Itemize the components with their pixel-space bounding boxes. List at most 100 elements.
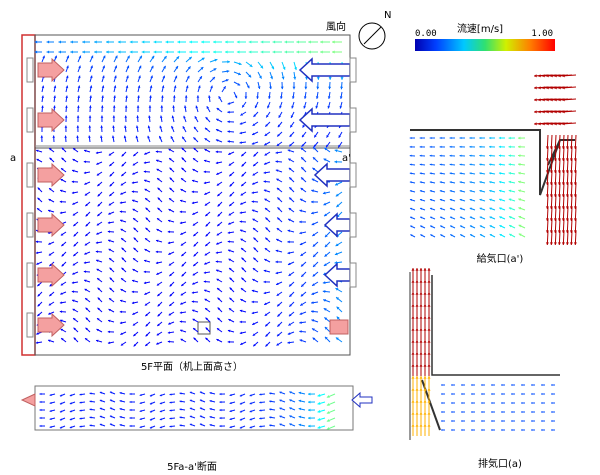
arrow-head bbox=[308, 40, 311, 43]
vector-arrow bbox=[323, 299, 330, 302]
vector-arrow bbox=[78, 56, 81, 62]
vector-arrow bbox=[311, 301, 318, 304]
vector-arrow bbox=[509, 163, 515, 166]
arrow-head bbox=[411, 280, 414, 283]
outlet-detail: 排気口(a) bbox=[410, 272, 560, 470]
vector-arrow bbox=[335, 149, 342, 152]
vector-arrow bbox=[60, 301, 66, 304]
vector-arrow bbox=[554, 135, 557, 149]
vector-arrow bbox=[96, 232, 102, 235]
vector-arrow bbox=[144, 292, 150, 295]
vector-arrow bbox=[551, 411, 555, 413]
vector-arrow bbox=[158, 188, 162, 192]
vector-arrow bbox=[38, 302, 42, 306]
vector-arrow bbox=[411, 400, 414, 412]
vector-arrow bbox=[252, 200, 258, 203]
vector-arrow bbox=[470, 217, 475, 219]
vector-arrow bbox=[189, 40, 198, 43]
vector-arrow bbox=[198, 76, 202, 82]
vector-arrow bbox=[217, 108, 222, 112]
arrow-head bbox=[204, 280, 206, 283]
arrow-head bbox=[60, 201, 62, 204]
vector-arrow bbox=[40, 393, 46, 395]
vector-arrow bbox=[490, 234, 495, 237]
vector-arrow bbox=[40, 425, 46, 427]
vector-arrow bbox=[240, 426, 245, 428]
arrow-head bbox=[469, 146, 471, 148]
vector-arrow bbox=[336, 338, 342, 342]
vector-arrow bbox=[311, 200, 318, 203]
arrow-head bbox=[511, 420, 512, 422]
vector-arrow bbox=[129, 417, 135, 419]
vector-arrow bbox=[450, 155, 455, 157]
vector-arrow bbox=[110, 172, 114, 176]
arrow-head bbox=[430, 155, 432, 157]
vector-arrow bbox=[460, 199, 465, 201]
vector-arrow bbox=[66, 76, 69, 82]
vector-arrow bbox=[84, 161, 90, 164]
vector-arrow bbox=[241, 192, 246, 195]
vector-arrow bbox=[450, 190, 455, 192]
vector-arrow bbox=[566, 219, 569, 233]
vector-arrow bbox=[190, 400, 195, 402]
vector-arrow bbox=[86, 318, 90, 322]
vector-arrow bbox=[65, 125, 68, 132]
vector-arrow bbox=[49, 292, 54, 296]
vector-arrow bbox=[269, 424, 275, 426]
vector-arrow bbox=[237, 50, 246, 53]
vector-arrow bbox=[200, 392, 205, 394]
arrow-head bbox=[227, 111, 229, 114]
vector-arrow bbox=[327, 418, 335, 422]
arrow-head bbox=[308, 425, 310, 428]
vector-arrow bbox=[173, 95, 176, 102]
vector-arrow bbox=[205, 128, 210, 132]
arrow-head bbox=[450, 163, 452, 165]
vector-arrow bbox=[440, 163, 445, 165]
vector-arrow bbox=[450, 208, 455, 210]
vector-arrow bbox=[150, 410, 155, 412]
vector-arrow bbox=[259, 425, 265, 427]
vector-arrow bbox=[264, 189, 270, 192]
vector-arrow bbox=[410, 172, 415, 174]
vector-arrow bbox=[66, 66, 69, 72]
arrow-head bbox=[84, 161, 86, 164]
vector-arrow bbox=[77, 105, 80, 112]
vector-arrow bbox=[415, 388, 418, 400]
vector-arrow bbox=[160, 418, 165, 420]
arrow-head bbox=[316, 87, 319, 90]
vector-arrow bbox=[276, 160, 282, 163]
arrow-head bbox=[156, 251, 158, 254]
vector-arrow bbox=[259, 393, 265, 395]
arrow-head bbox=[534, 86, 537, 89]
vector-arrow bbox=[574, 195, 577, 209]
vector-arrow bbox=[511, 420, 515, 422]
arrow-head bbox=[108, 331, 110, 334]
vector-arrow bbox=[102, 66, 105, 72]
vector-arrow bbox=[450, 163, 455, 165]
vector-arrow bbox=[190, 408, 195, 410]
arrow-head bbox=[410, 163, 412, 165]
vector-arrow bbox=[109, 249, 114, 252]
vector-arrow bbox=[241, 278, 246, 282]
vector-arrow bbox=[415, 328, 418, 340]
vector-arrow bbox=[491, 402, 495, 404]
vector-arrow bbox=[562, 219, 565, 233]
vector-arrow bbox=[324, 308, 330, 312]
column bbox=[198, 322, 210, 334]
vector-arrow bbox=[234, 62, 242, 65]
vector-arrow bbox=[182, 272, 186, 276]
vector-arrow bbox=[287, 241, 294, 244]
vector-arrow bbox=[94, 40, 102, 43]
vector-arrow bbox=[114, 66, 117, 72]
vector-arrow bbox=[550, 195, 553, 209]
vector-arrow bbox=[70, 394, 75, 396]
vector-arrow bbox=[217, 222, 222, 226]
vector-arrow bbox=[113, 105, 116, 112]
vector-arrow bbox=[554, 171, 557, 185]
arrow-head bbox=[415, 424, 418, 427]
arrow-head bbox=[308, 50, 311, 53]
arrow-head bbox=[240, 220, 242, 223]
vector-arrow bbox=[60, 426, 65, 428]
vector-arrow bbox=[170, 393, 175, 395]
arrow-head bbox=[60, 310, 62, 313]
